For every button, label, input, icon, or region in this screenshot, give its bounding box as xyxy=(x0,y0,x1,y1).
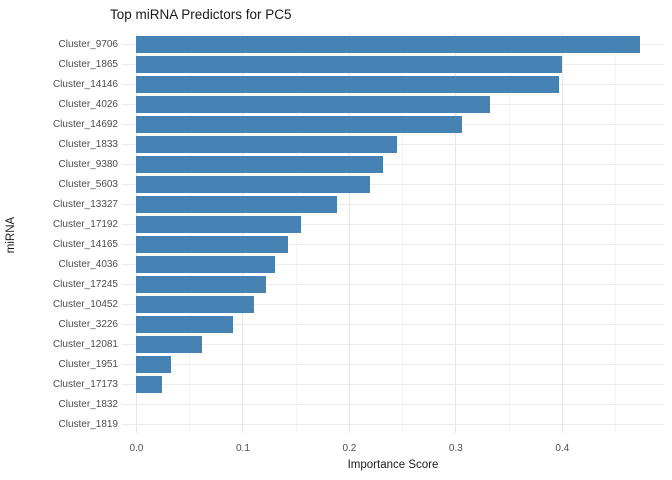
y-tick-label: Cluster_9706 xyxy=(58,38,118,50)
x-tick-label: 0.1 xyxy=(235,443,250,454)
bar xyxy=(136,256,275,273)
row-gridline xyxy=(122,304,664,305)
y-tick-label: Cluster_13327 xyxy=(52,198,118,210)
y-tick-label: Cluster_3226 xyxy=(58,318,118,330)
gridline-minor xyxy=(402,33,404,433)
row-gridline xyxy=(122,324,664,325)
bar xyxy=(136,96,490,113)
x-tick-label: 0.3 xyxy=(448,443,463,454)
chart-title: Top miRNA Predictors for PC5 xyxy=(110,7,292,22)
gridline-major xyxy=(135,33,137,433)
bar xyxy=(136,116,463,133)
row-gridline xyxy=(122,404,664,405)
y-tick-label: Cluster_1951 xyxy=(58,358,118,370)
y-tick-label: Cluster_12081 xyxy=(52,338,118,350)
y-tick-label: Cluster_14165 xyxy=(52,238,118,250)
bar xyxy=(136,176,370,193)
bar xyxy=(136,136,398,153)
y-tick-label: Cluster_14146 xyxy=(52,78,118,90)
row-gridline xyxy=(122,224,664,225)
gridline-major xyxy=(455,33,457,433)
row-gridline xyxy=(122,284,664,285)
row-gridline xyxy=(122,364,664,365)
x-axis-title: Importance Score xyxy=(347,459,439,471)
x-tick-label: 0.0 xyxy=(129,443,144,454)
row-gridline xyxy=(122,164,664,165)
bar xyxy=(136,276,267,293)
y-tick-label: Cluster_1819 xyxy=(58,418,118,430)
y-tick-label: Cluster_4026 xyxy=(58,98,118,110)
y-tick-label: Cluster_17245 xyxy=(52,278,118,290)
x-tick-label: 0.2 xyxy=(342,443,357,454)
row-gridline xyxy=(122,204,664,205)
bar xyxy=(136,216,302,233)
row-gridline xyxy=(122,264,664,265)
y-axis-title: miRNA xyxy=(5,216,17,254)
row-gridline xyxy=(122,244,664,245)
y-tick-label: Cluster_5603 xyxy=(58,178,118,190)
y-tick-label: Cluster_14692 xyxy=(52,118,118,130)
row-gridline xyxy=(122,184,664,185)
y-tick-label: Cluster_1865 xyxy=(58,58,118,70)
bar xyxy=(136,196,337,213)
bar xyxy=(136,296,254,313)
plot-panel xyxy=(122,33,664,433)
gridline-major xyxy=(561,33,563,433)
row-gridline xyxy=(122,344,664,345)
y-tick-label: Cluster_17173 xyxy=(52,378,118,390)
bar xyxy=(136,156,384,173)
y-tick-label: Cluster_17192 xyxy=(52,218,118,230)
bar xyxy=(136,336,203,353)
bar xyxy=(136,56,563,73)
bar xyxy=(136,36,641,53)
gridline-major xyxy=(242,33,244,433)
row-gridline xyxy=(122,424,664,425)
x-tick-label: 0.4 xyxy=(555,443,570,454)
bar xyxy=(136,356,171,373)
gridline-minor xyxy=(615,33,617,433)
y-tick-label: Cluster_10452 xyxy=(52,298,118,310)
gridline-minor xyxy=(295,33,297,433)
row-gridline xyxy=(122,384,664,385)
y-tick-label: Cluster_9380 xyxy=(58,158,118,170)
bar xyxy=(136,76,560,93)
gridline-major xyxy=(348,33,350,433)
y-tick-label: Cluster_1832 xyxy=(58,398,118,410)
y-tick-label: Cluster_4036 xyxy=(58,258,118,270)
gridline-minor xyxy=(189,33,191,433)
gridline-minor xyxy=(508,33,510,433)
bar xyxy=(136,236,288,253)
bar xyxy=(136,316,234,333)
bar xyxy=(136,376,163,393)
y-tick-label: Cluster_1833 xyxy=(58,138,118,150)
